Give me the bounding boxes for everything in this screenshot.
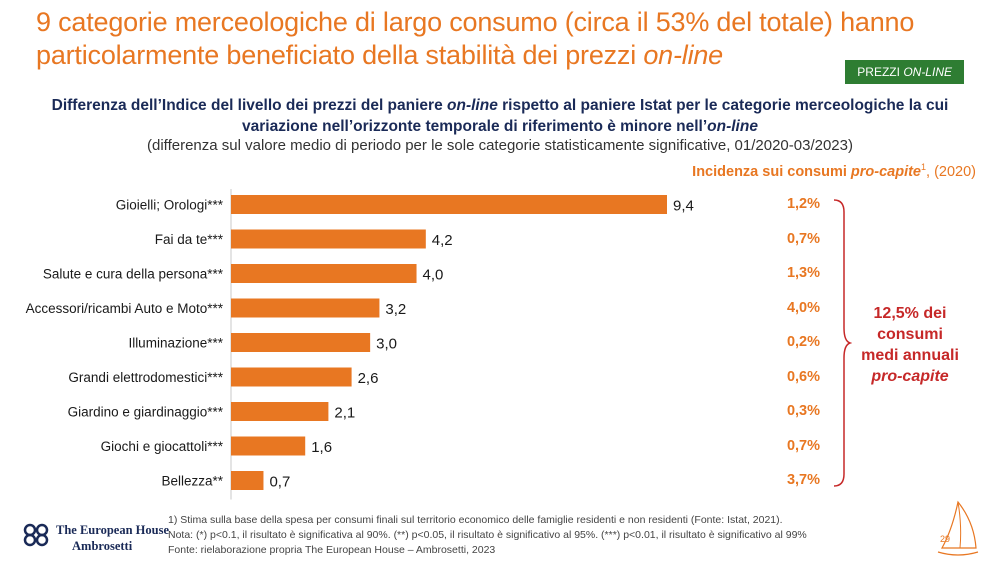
slide-title: 9 categorie merceologiche di largo consu… — [36, 7, 915, 70]
bar — [231, 298, 380, 318]
chart-subtitle: Differenza dell’Indice del livello dei p… — [51, 97, 949, 135]
incidence-value: 0,2% — [786, 334, 820, 350]
bar — [231, 229, 426, 249]
chart-note: (differenza sul valore medio di periodo … — [147, 137, 853, 154]
footnote-1: 1) Stima sulla base della spesa per cons… — [168, 514, 783, 526]
teha-logo-icon — [23, 523, 49, 547]
category-label: Grandi elettrodomestici*** — [68, 370, 223, 385]
footnote-source: Fonte: rielaborazione propria The Europe… — [168, 544, 496, 556]
curly-brace — [833, 199, 852, 487]
incidence-value: 1,2% — [786, 196, 820, 212]
category-label: Gioielli; Orologi*** — [116, 198, 224, 213]
incidence-value: 3,7% — [786, 472, 820, 488]
bar — [231, 402, 329, 421]
bar — [231, 333, 371, 352]
bar — [231, 264, 417, 283]
bar — [231, 436, 306, 456]
value-label: 2,1 — [334, 405, 355, 422]
logo-text-line1: The European House — [56, 523, 169, 537]
incidence-header: Incidenza sui consumi pro-capite1, (2020… — [692, 162, 976, 180]
incidence-value: 4,0% — [786, 299, 820, 316]
category-label: Accessori/ricambi Auto e Moto*** — [26, 301, 224, 316]
footnotes: 1) Stima sulla base della spesa per cons… — [168, 513, 807, 558]
page-number: 29 — [940, 534, 951, 544]
incidence-summary: 12,5% dei consumi medi annuali pro-capit… — [861, 305, 959, 385]
category-label: Bellezza** — [161, 474, 223, 489]
category-label: Giochi e giocattoli*** — [101, 439, 224, 454]
footnote-significance: Nota: (*) p<0.1, il risultato è signific… — [168, 529, 807, 541]
category-label: Giardino e giardinaggio*** — [68, 405, 224, 420]
value-label: 2,6 — [358, 370, 379, 387]
incidence-value: 1,3% — [786, 265, 820, 281]
value-label: 0,7 — [269, 474, 290, 491]
bar — [231, 195, 667, 214]
incidence-value: 0,6% — [786, 368, 820, 385]
incidence-value: 0,3% — [786, 403, 820, 419]
category-label: Illuminazione*** — [128, 336, 223, 351]
sail-logo-icon — [937, 500, 979, 556]
bar — [231, 367, 352, 387]
value-label: 4,2 — [432, 232, 453, 249]
category-label: Fai da te*** — [155, 232, 224, 247]
logo-text-line2: Ambrosetti — [72, 539, 133, 553]
value-label: 3,2 — [385, 301, 406, 318]
value-label: 3,0 — [376, 336, 397, 353]
category-label: Salute e cura della persona*** — [43, 267, 224, 282]
bar-chart: Gioielli; Orologi*** 9,4 Fai da te*** 4,2 Sa… — [26, 189, 694, 500]
section-tag: PREZZI ON-LINE — [845, 60, 964, 84]
value-label: 1,6 — [311, 439, 332, 456]
bar — [231, 471, 264, 490]
incidence-value: 0,7% — [786, 230, 820, 247]
value-label: 4,0 — [423, 267, 444, 284]
incidence-value: 0,7% — [786, 437, 820, 454]
value-label: 9,4 — [673, 198, 694, 215]
